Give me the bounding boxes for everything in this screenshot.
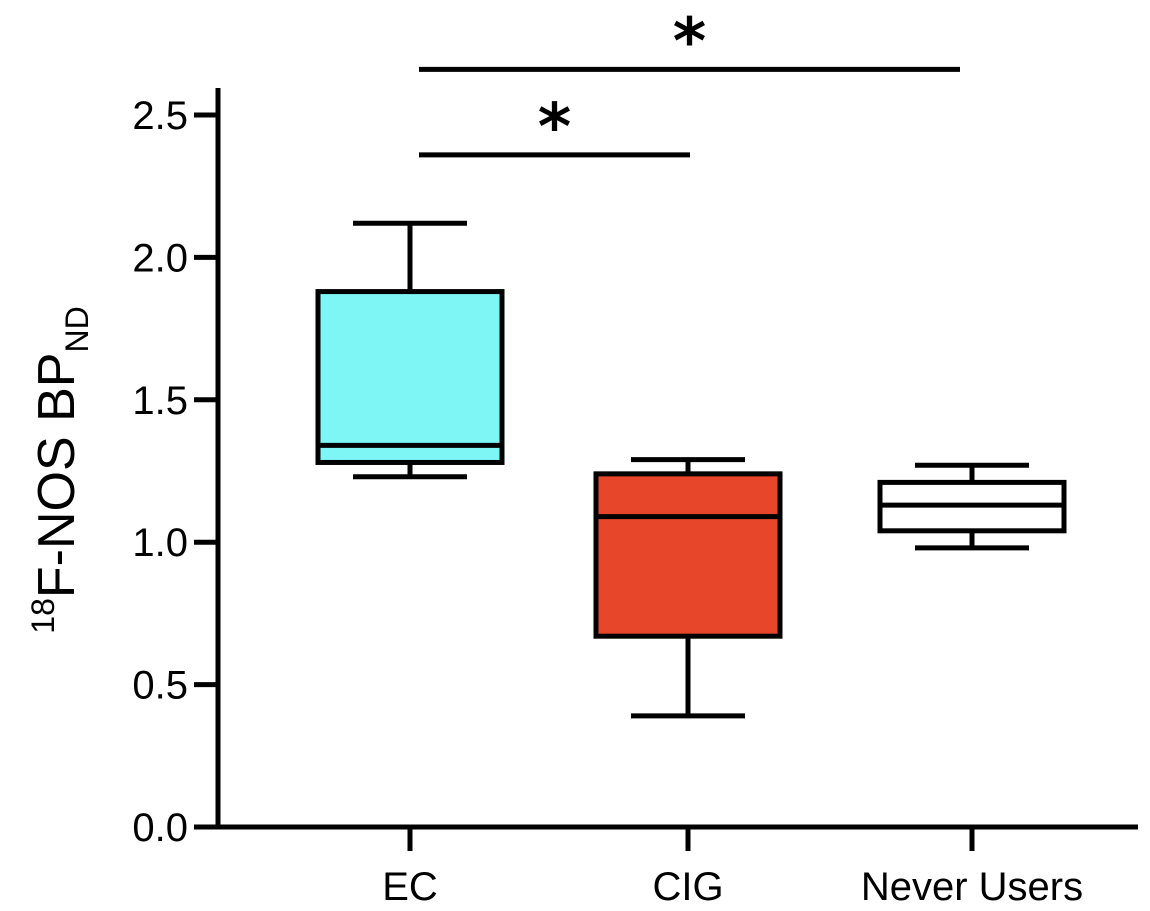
boxes xyxy=(315,220,1067,719)
y-tick-label: 2.0 xyxy=(132,236,188,280)
iqr-box xyxy=(315,289,505,465)
y-tick-label: 2.5 xyxy=(132,94,188,138)
x-tick-label: Never Users xyxy=(861,865,1083,909)
y-tick-label: 0.5 xyxy=(132,664,188,708)
x-tick-label: EC xyxy=(382,865,438,909)
box-group-cig xyxy=(593,457,783,719)
y-axis-title-main: F-NOS BP xyxy=(28,353,86,599)
box-group-never-users xyxy=(877,462,1067,551)
significance-annotations: ** xyxy=(419,5,960,165)
y-axis-title-superscript: 18 xyxy=(25,598,61,634)
significance-star: * xyxy=(673,5,706,79)
significance-star: * xyxy=(538,91,571,165)
y-tick-label: 1.5 xyxy=(132,379,188,423)
box-group-ec xyxy=(315,220,505,480)
x-tick-label: CIG xyxy=(652,865,723,909)
svg-text:18F-NOS BPND: 18F-NOS BPND xyxy=(25,306,95,633)
y-axis-title-subscript: ND xyxy=(59,306,95,352)
y-axis: 0.0 0.5 1.0 1.5 2.0 2.5 xyxy=(132,88,221,850)
y-tick-label: 0.0 xyxy=(132,806,188,850)
iqr-box xyxy=(593,471,783,639)
y-axis-title: 18F-NOS BPND xyxy=(25,306,95,633)
y-tick-label: 1.0 xyxy=(132,521,188,565)
x-axis: EC CIG Never Users xyxy=(215,824,1138,909)
